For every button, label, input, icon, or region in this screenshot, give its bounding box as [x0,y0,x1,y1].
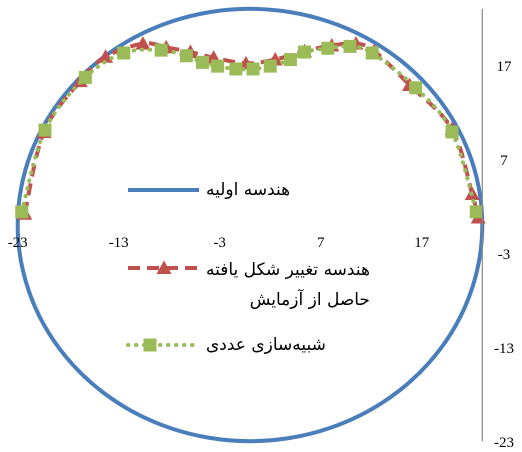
numerical-simulation-marker [179,49,193,63]
x-tick-label: -13 [109,235,129,251]
numerical-simulation-marker [38,123,52,137]
legend-label-numerical-simulation: شبیه‌سازی عددی [206,335,326,355]
numerical-simulation-marker [78,70,92,84]
y-tick-label: -3 [498,247,511,263]
series-layer [15,6,486,444]
experimental-geometry-marker [98,49,114,63]
numerical-simulation-marker [365,46,379,60]
legend-swatches [126,188,201,352]
x-tick-label: -3 [213,235,226,251]
numerical-simulation-marker [154,43,168,57]
numerical-simulation-marker [298,45,312,59]
numerical-simulation-marker [117,46,131,60]
legend-marker-numerical-simulation [143,338,157,352]
numerical-simulation-marker [211,59,225,73]
numerical-simulation-marker [283,53,297,67]
numerical-simulation-marker [321,41,335,55]
x-tick-label: -23 [8,235,28,251]
numerical-simulation-marker [263,59,277,73]
legend-label-experimental-geometry: هندسه تغییر شکل یافته حاصل از آزمایش [206,260,370,310]
numerical-simulation-marker [343,39,357,53]
y-tick-label: -13 [494,341,514,357]
numerical-simulation-marker [409,81,423,95]
numerical-simulation-marker [229,62,243,76]
y-tick-label: 17 [497,59,513,75]
numerical-simulation-marker [15,205,29,219]
numerical-simulation-marker [196,55,210,69]
numerical-simulation-marker [469,205,483,219]
legend-marker-experimental-geometry [156,260,172,274]
initial-geometry-line [15,6,485,444]
experimental-geometry-marker [135,36,151,50]
legend-label-initial-geometry: هندسه اولیه [206,180,291,200]
numerical-simulation-marker [246,62,260,76]
x-tick-label: 17 [414,235,430,251]
numerical-simulation-marker [445,125,459,139]
y-tick-label: 7 [500,153,508,169]
y-tick-label: -23 [494,435,514,451]
axis-layer: -23 -13 -3 7 17 -23 -13 -3 7 17 [8,8,514,451]
x-tick-label: 7 [317,235,325,251]
